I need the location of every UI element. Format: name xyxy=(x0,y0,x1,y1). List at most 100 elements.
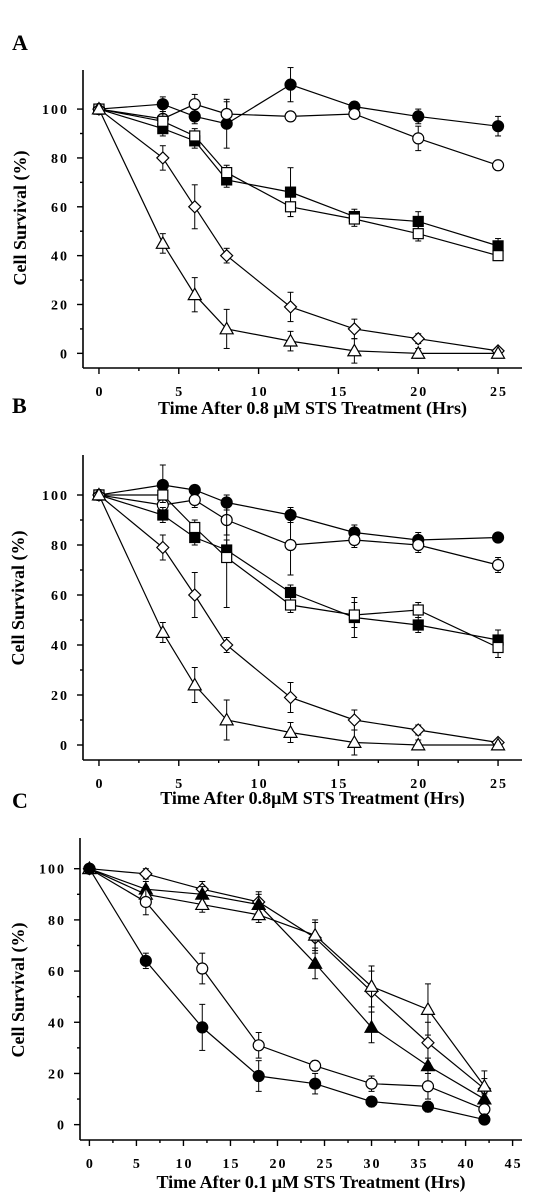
panel-label: A xyxy=(12,30,28,55)
series-filled-circle xyxy=(92,67,505,149)
x-tick-label: 25 xyxy=(490,777,508,792)
data-point xyxy=(411,331,426,346)
data-point xyxy=(284,186,297,198)
data-point xyxy=(83,862,96,875)
data-point xyxy=(412,228,424,240)
y-tick-label: 20 xyxy=(51,689,69,704)
y-tick-label: 80 xyxy=(48,914,66,929)
data-point xyxy=(412,604,424,616)
series-open-diamond xyxy=(92,488,505,750)
x-tick-label: 0 xyxy=(95,777,104,792)
data-point xyxy=(411,723,426,737)
x-tick-label: 15 xyxy=(330,385,348,400)
data-point xyxy=(363,978,380,992)
data-point xyxy=(221,551,233,564)
data-point xyxy=(139,954,152,967)
data-point xyxy=(252,1039,265,1052)
y-tick-label: 0 xyxy=(60,739,69,754)
data-point xyxy=(187,588,202,602)
data-point xyxy=(91,487,107,501)
x-tick-label: 20 xyxy=(410,385,428,400)
series-line xyxy=(89,868,485,1087)
x-tick-label: 10 xyxy=(175,1157,193,1172)
x-tick-label: 5 xyxy=(133,1157,142,1172)
data-point xyxy=(492,641,504,654)
data-point xyxy=(187,677,203,691)
data-point xyxy=(155,235,171,249)
data-point xyxy=(491,120,505,133)
series-filled-square xyxy=(93,103,504,254)
series-line xyxy=(98,108,499,352)
y-tick-label: 40 xyxy=(51,250,69,265)
data-point xyxy=(410,737,426,751)
series-filled-circle xyxy=(92,464,505,548)
x-tick-label: 45 xyxy=(505,1157,523,1172)
data-point xyxy=(91,101,107,115)
y-tick-label: 80 xyxy=(51,152,69,167)
data-point xyxy=(252,1069,265,1083)
data-point xyxy=(155,151,170,165)
data-point xyxy=(251,907,267,921)
x-tick-label: 5 xyxy=(175,385,184,400)
data-point xyxy=(284,538,297,552)
data-point xyxy=(490,737,506,751)
data-point xyxy=(348,533,361,547)
data-point xyxy=(283,690,298,705)
x-tick-label: 20 xyxy=(269,1157,287,1172)
data-point xyxy=(194,896,210,911)
data-point xyxy=(219,638,234,652)
x-tick-label: 0 xyxy=(95,385,104,400)
data-point xyxy=(188,493,201,507)
series-open-circle xyxy=(92,93,505,172)
series-line xyxy=(98,494,499,744)
x-tick-label: 20 xyxy=(410,777,428,792)
data-point xyxy=(365,1077,378,1090)
panel-c: C 0 20 40 60 80 100 0 5 10 15 20 25 30 35 40 45 Time Afte… xyxy=(8,788,523,1193)
series-open-diamond xyxy=(92,102,505,358)
data-point xyxy=(412,215,424,228)
series-open-triangle xyxy=(91,101,506,364)
x-tick-label: 10 xyxy=(251,777,269,792)
data-point xyxy=(157,115,169,127)
x-tick-label: 15 xyxy=(222,1157,240,1172)
data-point xyxy=(187,287,203,301)
series-open-circle xyxy=(92,488,505,576)
data-point xyxy=(219,321,235,335)
y-axis-title: Cell Survival (%) xyxy=(10,151,31,286)
data-point xyxy=(478,1113,491,1126)
data-point xyxy=(309,1077,322,1090)
x-tick-label: 30 xyxy=(364,1157,382,1172)
series-filled-square xyxy=(93,489,504,651)
y-tick-label: 20 xyxy=(51,298,69,313)
data-point xyxy=(196,962,209,975)
data-point xyxy=(284,110,297,123)
series-line xyxy=(98,108,499,354)
data-point xyxy=(492,250,504,262)
data-point xyxy=(347,713,362,727)
x-tick-label: 35 xyxy=(411,1157,429,1172)
data-point xyxy=(155,540,170,555)
panel-b: B 0 20 40 60 80 100 0 5 10 15 20 25 Time After 0.8μM … xyxy=(8,393,522,809)
series-line xyxy=(89,868,485,1110)
data-point xyxy=(189,521,201,534)
data-point xyxy=(282,333,299,347)
y-tick-label: 40 xyxy=(51,639,69,654)
panel-a: A 0 20 40 60 80 100 0 5 10 15 20 25 Time After 0.8 μM… xyxy=(10,30,522,419)
series-line xyxy=(89,868,485,1090)
data-point xyxy=(187,199,202,214)
data-point xyxy=(348,609,360,621)
y-tick-label: 40 xyxy=(48,1016,66,1031)
y-tick-label: 100 xyxy=(42,103,69,118)
data-point xyxy=(196,1021,209,1034)
x-tick-label: 10 xyxy=(251,385,269,400)
data-point xyxy=(412,110,425,123)
data-point xyxy=(220,107,233,121)
y-tick-label: 80 xyxy=(51,539,69,554)
x-tick-label: 15 xyxy=(330,777,348,792)
data-point xyxy=(346,343,362,357)
data-point xyxy=(189,130,201,142)
panel-label: B xyxy=(12,393,27,418)
y-tick-label: 60 xyxy=(51,589,69,604)
x-axis-title: Time After 0.1 μM STS Treatment (Hrs) xyxy=(157,1172,466,1193)
